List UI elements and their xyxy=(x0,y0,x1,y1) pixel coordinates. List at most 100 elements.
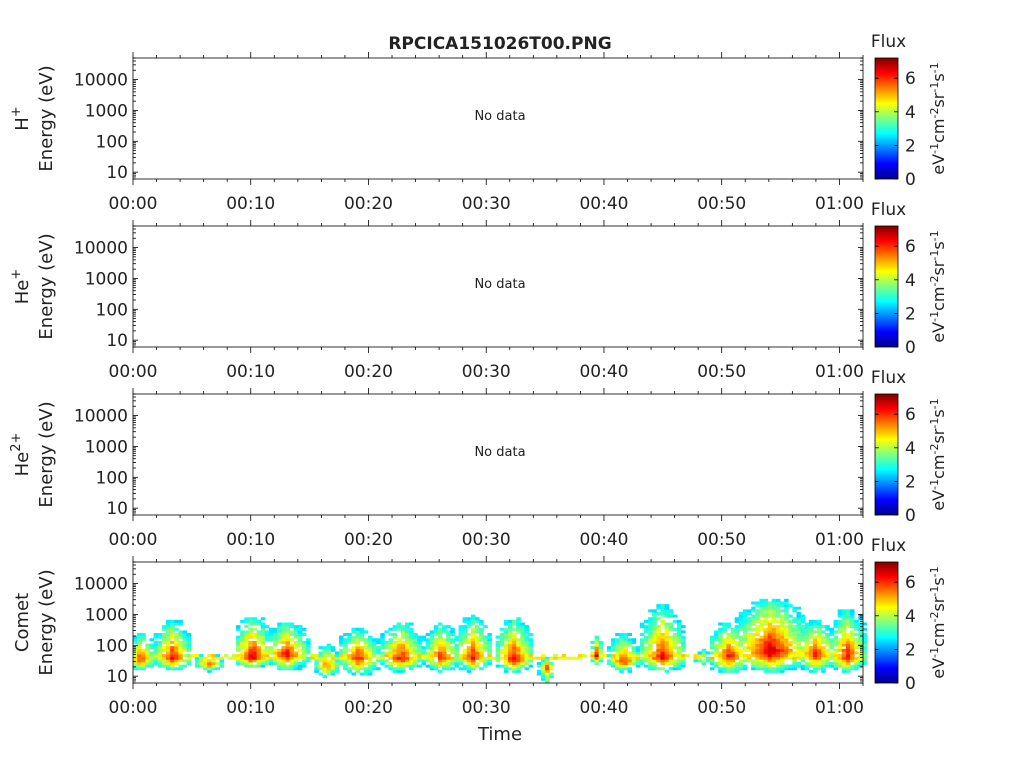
flux-cell xyxy=(763,646,769,650)
flux-cell xyxy=(808,669,814,673)
flux-cell xyxy=(664,606,670,610)
flux-cell xyxy=(763,638,769,642)
flux-cell xyxy=(475,625,480,629)
x-tick-label: 00:50 xyxy=(697,698,746,718)
flux-cells xyxy=(133,598,867,684)
flux-cell xyxy=(779,643,785,647)
flux-cell xyxy=(747,622,752,626)
flux-cell xyxy=(343,661,348,665)
flux-cell xyxy=(367,638,373,642)
flux-cell xyxy=(256,656,262,660)
flux-cell xyxy=(454,646,459,650)
flux-cell xyxy=(656,617,661,621)
flux-cell xyxy=(528,640,534,644)
flux-cell xyxy=(359,672,365,676)
flux-cell xyxy=(751,622,756,626)
flux-cell xyxy=(326,659,332,663)
flux-cell xyxy=(722,661,727,665)
flux-cell xyxy=(359,633,365,637)
flux-cell xyxy=(149,656,154,660)
flux-cell xyxy=(363,648,369,652)
flux-cell xyxy=(252,654,258,658)
flux-cell xyxy=(174,667,179,671)
flux-cell xyxy=(446,640,451,644)
flux-cell xyxy=(145,646,150,650)
flux-cell xyxy=(277,635,282,639)
unit-base: s xyxy=(929,73,948,81)
flux-cell xyxy=(260,661,266,665)
flux-cell xyxy=(462,651,468,655)
flux-cell xyxy=(833,635,839,639)
flux-cell xyxy=(240,659,245,663)
flux-cell xyxy=(483,661,488,665)
flux-cell xyxy=(681,646,686,650)
flux-cell xyxy=(540,659,546,663)
flux-cell xyxy=(545,680,550,684)
flux-cell xyxy=(359,654,365,658)
flux-cell xyxy=(165,643,171,647)
flux-cell xyxy=(771,651,777,655)
flux-cell xyxy=(652,654,657,658)
colorbar-title: Flux xyxy=(871,32,906,52)
unit-base: s xyxy=(929,241,948,249)
flux-cell xyxy=(170,661,175,665)
flux-cell xyxy=(734,643,740,647)
flux-cell xyxy=(755,633,760,637)
flux-cell xyxy=(730,646,736,650)
flux-cell xyxy=(359,667,365,671)
flux-cell xyxy=(137,656,142,660)
flux-cell xyxy=(174,627,179,631)
flux-cell xyxy=(149,651,154,655)
flux-cell xyxy=(594,640,600,644)
flux-cell xyxy=(388,656,394,660)
flux-cell xyxy=(718,627,723,631)
flux-cell xyxy=(652,617,657,621)
flux-cell xyxy=(359,651,365,655)
flux-cell xyxy=(499,640,505,644)
flux-cell xyxy=(256,640,262,644)
flux-cell xyxy=(252,617,258,621)
flux-cell xyxy=(528,656,534,660)
flux-cell xyxy=(845,659,851,663)
flux-cell xyxy=(231,654,237,658)
flux-cell xyxy=(648,638,653,642)
flux-cell xyxy=(668,622,674,626)
flux-cell xyxy=(442,661,447,665)
flux-cell xyxy=(520,646,525,650)
flux-cell xyxy=(437,646,443,650)
flux-cell xyxy=(767,656,773,660)
flux-cell xyxy=(812,651,818,655)
flux-cell xyxy=(627,651,633,655)
flux-cell xyxy=(293,667,299,671)
flux-cell xyxy=(833,643,839,647)
flux-cell xyxy=(644,646,649,650)
flux-cell xyxy=(804,630,810,634)
flux-cell xyxy=(236,638,241,642)
flux-cell xyxy=(165,656,171,660)
flux-cell xyxy=(450,667,455,671)
x-tick-label: 00:00 xyxy=(109,362,158,382)
flux-cell xyxy=(433,667,439,671)
flux-cell xyxy=(676,656,682,660)
flux-cell xyxy=(264,635,270,639)
flux-cell xyxy=(437,627,443,631)
flux-cell xyxy=(660,633,665,637)
flux-cell xyxy=(734,630,740,634)
flux-cell xyxy=(862,656,867,660)
flux-cell xyxy=(433,654,439,658)
flux-cell xyxy=(470,619,476,623)
flux-cell xyxy=(788,604,793,608)
flux-cell xyxy=(800,659,806,663)
flux-cell xyxy=(396,656,402,660)
flux-cell xyxy=(421,635,426,639)
flux-cell xyxy=(400,651,406,655)
flux-cell xyxy=(767,619,773,623)
flux-cell xyxy=(400,661,406,665)
flux-cell xyxy=(487,654,492,658)
flux-cell xyxy=(652,656,657,660)
flux-cell xyxy=(240,630,245,634)
flux-cell xyxy=(775,633,781,637)
flux-cell xyxy=(829,627,834,631)
flux-cell xyxy=(425,654,431,658)
flux-cell xyxy=(170,659,175,663)
